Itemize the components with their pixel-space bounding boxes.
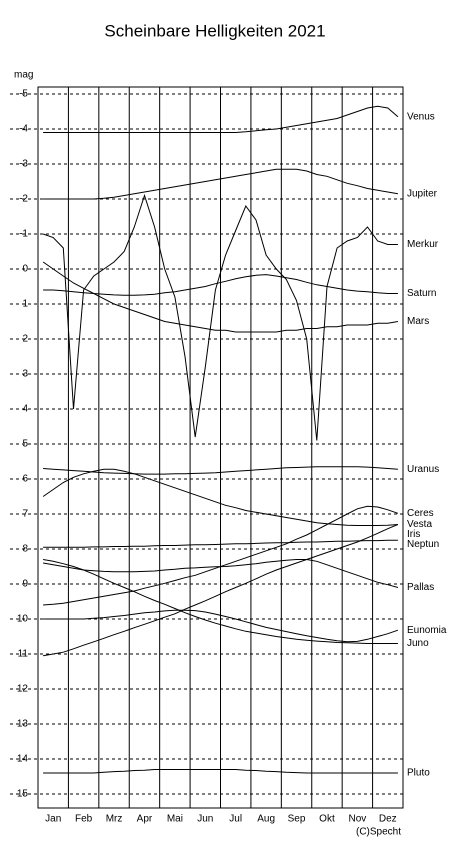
- series-label: Mars: [407, 316, 429, 327]
- x-tick-label: Mrz: [106, 814, 123, 825]
- x-tick-label: Feb: [75, 814, 93, 825]
- y-tick-label: 2: [22, 334, 28, 345]
- series-label: Pluto: [407, 768, 430, 779]
- series-line: [42, 193, 398, 441]
- series-label: Saturn: [407, 288, 436, 299]
- series-label: Jupiter: [407, 188, 438, 199]
- series-line: [43, 466, 398, 475]
- series-line: [42, 468, 398, 526]
- series-line: [43, 524, 399, 657]
- series-line: [43, 769, 398, 774]
- y-axis-label: mag: [14, 70, 33, 81]
- series-label: Ceres: [407, 508, 434, 519]
- plot-frame: [37, 86, 404, 809]
- series-label: Eunomia: [407, 625, 447, 636]
- series-label: Merkur: [407, 239, 439, 250]
- x-tick-label: Jan: [45, 814, 61, 825]
- series-line: [43, 559, 399, 588]
- x-tick-label: Mai: [167, 814, 183, 825]
- chart-title: Scheinbare Helligkeiten 2021: [104, 21, 325, 40]
- series-line: [43, 168, 398, 200]
- x-tick-label: Nov: [348, 814, 366, 825]
- y-tick-label: 5: [22, 439, 28, 450]
- series-label: Neptun: [407, 539, 439, 550]
- series-line: [43, 539, 398, 548]
- x-tick-label: Jul: [229, 814, 242, 825]
- y-tick-label: 9: [22, 579, 28, 590]
- series-line: [43, 274, 398, 296]
- x-tick-label: Okt: [319, 814, 335, 825]
- footer: (C)Specht: [356, 827, 401, 838]
- series-line: [43, 105, 399, 133]
- series-line: [43, 609, 399, 643]
- x-tick-label: Apr: [137, 814, 153, 825]
- series-label: Juno: [407, 638, 429, 649]
- y-tick-label: 0: [22, 264, 28, 275]
- y-tick-label: 3: [22, 369, 28, 380]
- series-line: [43, 559, 398, 644]
- y-tick-label: 8: [22, 544, 28, 555]
- series-label: Iris: [407, 529, 420, 540]
- series-label: Vesta: [407, 519, 432, 530]
- series-label: Uranus: [407, 464, 439, 475]
- y-tick-label: 1: [22, 299, 28, 310]
- series-label: Venus: [407, 111, 435, 122]
- y-tick-label: 7: [22, 509, 28, 520]
- series-label: Pallas: [407, 582, 434, 593]
- x-tick-label: Dez: [379, 814, 397, 825]
- y-tick-label: 6: [22, 474, 28, 485]
- x-tick-label: Jun: [197, 814, 213, 825]
- x-tick-label: Aug: [257, 814, 275, 825]
- series-line: [42, 261, 398, 333]
- y-tick-label: 4: [22, 404, 28, 415]
- x-tick-label: Sep: [288, 814, 306, 825]
